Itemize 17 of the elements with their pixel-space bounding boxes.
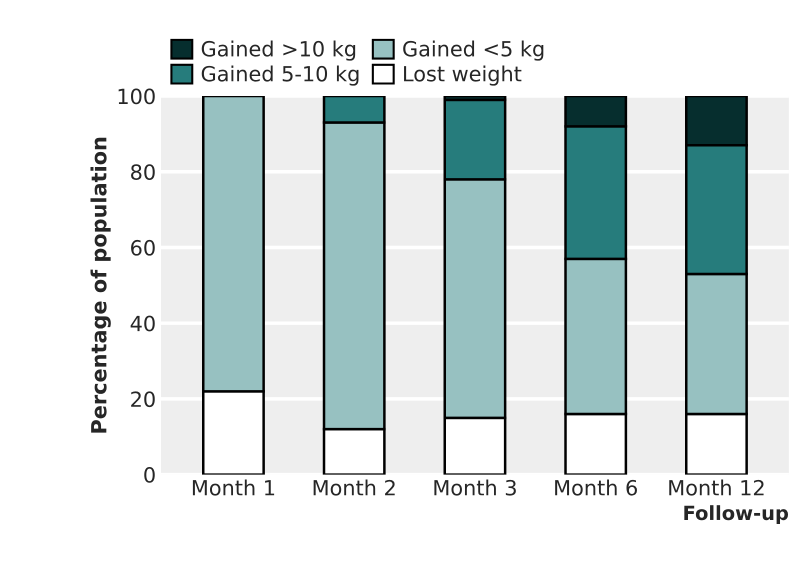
- y-tick-label: 80: [131, 164, 155, 180]
- legend-label: Gained 5-10 kg: [202, 65, 358, 86]
- x-tick-label: Month 1: [192, 479, 274, 496]
- y-tick-label: 40: [130, 316, 155, 332]
- x-axis-title: Follow-up: [684, 505, 788, 524]
- legend-label: Lost weight: [404, 65, 522, 86]
- x-tick-label: Month 3: [434, 479, 516, 496]
- x-tick-label: Month 2: [314, 479, 395, 496]
- y-tick-label: 20: [131, 391, 155, 408]
- legend-label: Gained >10 kg: [202, 40, 356, 61]
- y-axis-title: Percentage of population: [90, 138, 111, 433]
- y-tick-label: 100: [118, 88, 155, 104]
- y-tick-label: 60: [131, 240, 155, 256]
- x-tick-label: Month 12: [669, 479, 764, 496]
- y-tick-label: 0: [144, 467, 155, 483]
- x-tick-label: Month 6: [555, 479, 637, 496]
- legend-label: Gained <5 kg: [403, 40, 544, 61]
